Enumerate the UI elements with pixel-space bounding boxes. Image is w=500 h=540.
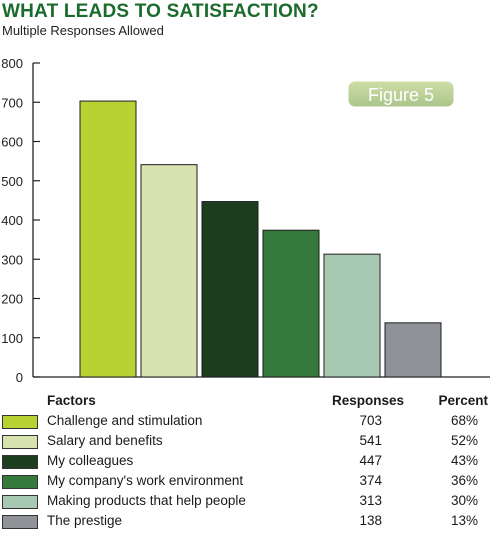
bar-chart: 0 100 200 300 400 500 600 700 800 Figure 5 — [1, 56, 490, 385]
legend-swatch — [2, 495, 38, 509]
legend-swatch — [2, 435, 38, 449]
y-tick-label: 800 — [1, 56, 23, 71]
figure-badge-label: Figure 5 — [368, 85, 434, 105]
table-row: The prestige 138 13% — [0, 513, 500, 533]
y-tick-label: 100 — [1, 331, 23, 346]
bar — [79, 100, 137, 378]
factor-label: My company's work environment — [47, 473, 244, 488]
chart-title: WHAT LEADS TO SATISFACTION? — [2, 1, 319, 22]
header-percent: Percent — [438, 393, 488, 408]
percent-value: 13% — [450, 513, 478, 528]
responses-value: 447 — [359, 453, 382, 468]
legend-swatch — [2, 415, 38, 429]
percent-value: 43% — [450, 453, 478, 468]
bar — [140, 164, 198, 378]
table-row: Making products that help people 313 30% — [0, 493, 500, 513]
factor-label: The prestige — [47, 513, 123, 528]
table-row: Salary and benefits 541 52% — [0, 433, 500, 453]
bar — [323, 253, 381, 378]
bar — [201, 201, 259, 378]
y-tick-label: 500 — [1, 174, 23, 189]
y-tick-label: 400 — [1, 213, 23, 228]
header-responses: Responses — [331, 393, 404, 408]
legend-swatch — [2, 475, 38, 489]
responses-value: 374 — [359, 473, 382, 488]
table-row: My colleagues 447 43% — [0, 453, 500, 473]
responses-value: 138 — [359, 513, 382, 528]
y-tick-label: 700 — [1, 95, 23, 110]
percent-value: 52% — [450, 433, 478, 448]
table-row: My company's work environment 374 36% — [0, 473, 500, 493]
y-tick-label: 0 — [16, 370, 23, 385]
factor-label: Challenge and stimulation — [47, 413, 203, 428]
percent-value: 30% — [450, 493, 478, 508]
responses-value: 541 — [359, 433, 382, 448]
legend-swatch — [2, 515, 38, 529]
figure-badge: Figure 5 — [345, 78, 457, 110]
header-factors: Factors — [47, 393, 96, 408]
factor-label: My colleagues — [47, 453, 134, 468]
table-header: Factors Responses Percent — [0, 392, 500, 410]
legend-swatch — [2, 455, 38, 469]
factor-label: Making products that help people — [47, 493, 246, 508]
y-tick-label: 200 — [1, 292, 23, 307]
y-tick-label: 300 — [1, 252, 23, 267]
bar — [384, 322, 442, 378]
responses-value: 703 — [359, 413, 382, 428]
y-tick-label: 600 — [1, 135, 23, 150]
table-row: Challenge and stimulation 703 68% — [0, 413, 500, 433]
bar — [262, 229, 320, 378]
factor-label: Salary and benefits — [47, 433, 163, 448]
percent-value: 68% — [450, 413, 478, 428]
responses-value: 313 — [359, 493, 382, 508]
percent-value: 36% — [450, 473, 478, 488]
chart-subtitle: Multiple Responses Allowed — [2, 23, 164, 38]
